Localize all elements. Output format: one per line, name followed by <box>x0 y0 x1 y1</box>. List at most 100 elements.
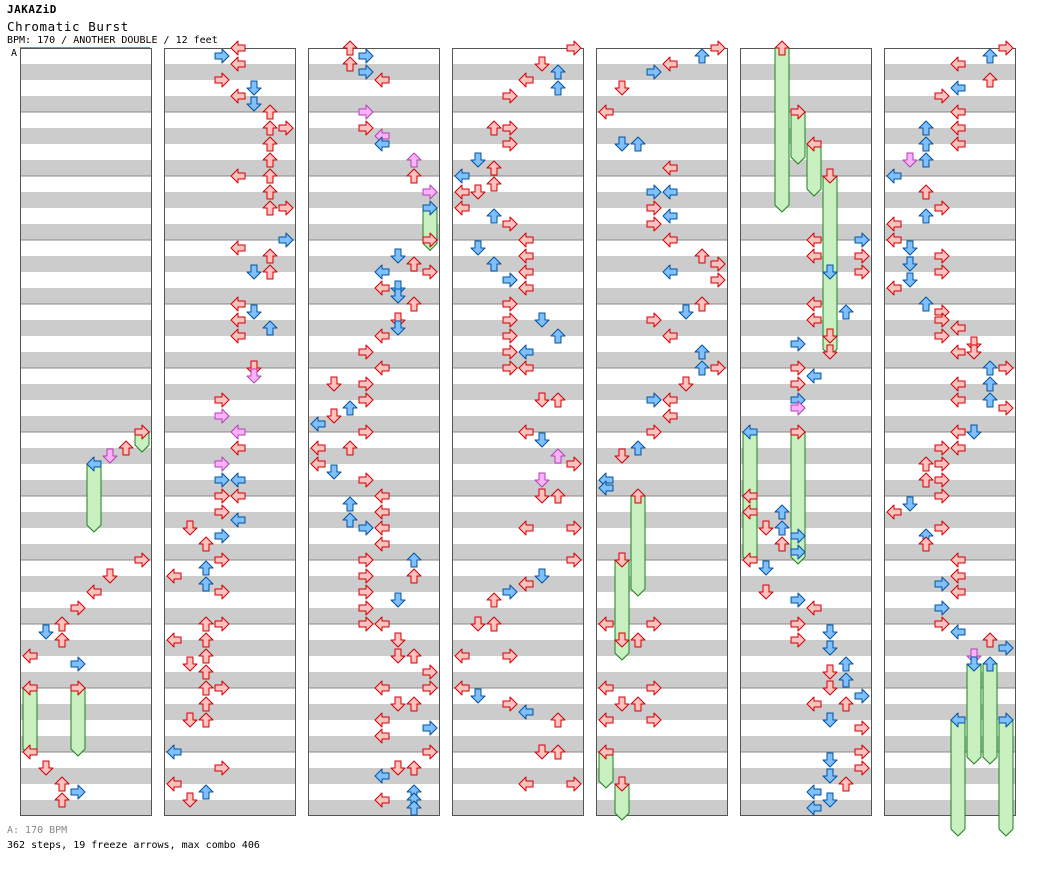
beat-band <box>740 608 872 624</box>
arrow-down-icon <box>470 240 486 256</box>
beat-band <box>20 768 152 784</box>
arrow-down-icon <box>678 376 694 392</box>
arrow-right-icon <box>854 248 870 264</box>
arrow-up-icon <box>774 40 790 56</box>
arrow-right-icon <box>214 72 230 88</box>
beat-band <box>20 208 152 224</box>
arrow-left-icon <box>22 744 38 760</box>
arrow-right-icon <box>358 584 374 600</box>
beat-band <box>20 128 152 144</box>
arrow-left-icon <box>806 696 822 712</box>
arrow-left-icon <box>374 616 390 632</box>
beat-band <box>452 544 584 560</box>
beat-band <box>164 544 296 560</box>
beat-band <box>164 464 296 480</box>
beat-band <box>308 768 440 784</box>
beat-band <box>452 576 584 592</box>
arrow-up-icon <box>982 72 998 88</box>
beat-band <box>164 576 296 592</box>
arrow-left-icon <box>518 264 534 280</box>
arrow-up-icon <box>982 48 998 64</box>
arrow-down-icon <box>390 288 406 304</box>
arrow-left-icon <box>886 232 902 248</box>
beat-band <box>740 512 872 528</box>
beat-band <box>452 320 584 336</box>
beat-band <box>20 592 152 608</box>
arrow-left-icon <box>374 728 390 744</box>
arrow-up-icon <box>342 400 358 416</box>
freeze-arrow-body <box>806 143 822 197</box>
arrow-right-icon <box>934 616 950 632</box>
arrow-left-icon <box>374 264 390 280</box>
arrow-down-icon <box>822 712 838 728</box>
arrow-left-icon <box>598 680 614 696</box>
arrow-right-icon <box>646 392 662 408</box>
beat-band <box>308 720 440 736</box>
beat-band <box>308 368 440 384</box>
beat-band <box>308 384 440 400</box>
beat-band <box>740 176 872 192</box>
beat-band <box>164 608 296 624</box>
beat-band <box>596 240 728 256</box>
beat-band <box>164 80 296 96</box>
arrow-up-icon <box>918 184 934 200</box>
beat-band <box>596 384 728 400</box>
beat-band <box>452 656 584 672</box>
beat-band <box>20 624 152 640</box>
bpm-marker-line <box>20 47 150 48</box>
arrow-right-icon <box>278 232 294 248</box>
arrow-right-icon <box>934 488 950 504</box>
arrow-down-icon <box>534 312 550 328</box>
arrow-left-icon <box>230 296 246 312</box>
beat-band <box>884 496 1016 512</box>
beat-band <box>596 128 728 144</box>
beat-band <box>884 464 1016 480</box>
arrow-left-icon <box>454 200 470 216</box>
beat-band <box>164 304 296 320</box>
beat-band <box>20 160 152 176</box>
beat-band <box>308 784 440 800</box>
beat-band <box>884 320 1016 336</box>
arrow-up-icon <box>198 784 214 800</box>
beat-band <box>308 192 440 208</box>
bpm-legend: A: 170 BPM <box>7 825 68 836</box>
arrow-right-icon <box>214 552 230 568</box>
arrow-right-icon <box>710 256 726 272</box>
beat-band <box>596 272 728 288</box>
beat-band <box>740 656 872 672</box>
arrow-down-icon <box>902 272 918 288</box>
beat-band <box>884 528 1016 544</box>
beat-band <box>452 96 584 112</box>
beat-band <box>308 608 440 624</box>
beat-band <box>596 112 728 128</box>
arrow-up-icon <box>54 632 70 648</box>
beat-band <box>20 496 152 512</box>
beat-band <box>740 784 872 800</box>
arrow-down-icon <box>390 632 406 648</box>
arrow-down-icon <box>182 712 198 728</box>
arrow-up-icon <box>982 632 998 648</box>
arrow-down-icon <box>390 696 406 712</box>
arrow-right-icon <box>422 680 438 696</box>
beat-band <box>20 224 152 240</box>
beat-band <box>884 208 1016 224</box>
arrow-left-icon <box>22 648 38 664</box>
freeze-arrow-body <box>950 719 966 837</box>
arrow-down-icon <box>902 496 918 512</box>
arrow-up-icon <box>550 712 566 728</box>
beat-band <box>308 336 440 352</box>
arrow-right-icon <box>790 544 806 560</box>
arrow-down-icon <box>614 696 630 712</box>
beat-band <box>20 528 152 544</box>
beat-band <box>164 784 296 800</box>
freeze-arrow-body <box>790 431 806 565</box>
beat-band <box>884 160 1016 176</box>
song-title: Chromatic Burst <box>7 19 129 34</box>
beat-band <box>884 560 1016 576</box>
beat-band <box>308 656 440 672</box>
arrow-up-icon <box>198 536 214 552</box>
arrow-up-icon <box>982 376 998 392</box>
arrow-right-icon <box>646 200 662 216</box>
arrow-left-icon <box>806 136 822 152</box>
arrow-left-icon <box>310 440 326 456</box>
